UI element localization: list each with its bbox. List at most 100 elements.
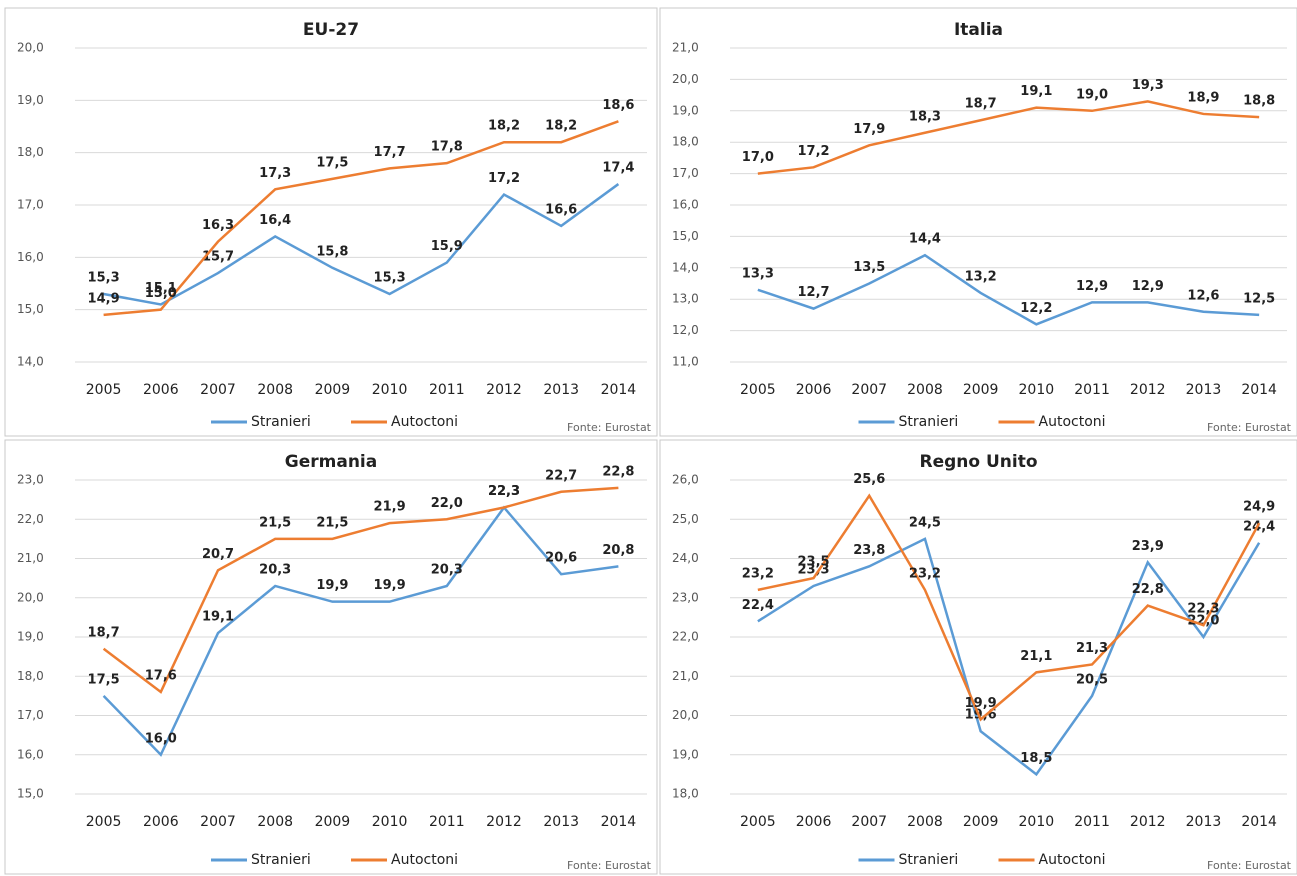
chart-title: EU-27 xyxy=(303,20,359,40)
y-tick-label: 12,0 xyxy=(672,323,699,337)
data-label: 22,0 xyxy=(431,496,463,511)
y-tick-label: 20,0 xyxy=(672,708,699,722)
data-label: 23,8 xyxy=(853,543,885,558)
y-tick-label: 18,0 xyxy=(672,787,699,801)
data-label: 25,6 xyxy=(853,472,885,487)
data-label: 17,0 xyxy=(742,150,774,165)
panel: EU-27 14,0 15,0 16,0 17,0 18,0 19,0 20,0 2005 200… xyxy=(4,7,658,437)
series-line xyxy=(102,505,619,757)
y-tick-label: 24,0 xyxy=(672,551,699,565)
x-tick-label: 2010 xyxy=(372,382,408,398)
panel-frame xyxy=(4,7,658,437)
x-tick-label: 2008 xyxy=(257,814,293,830)
data-label: 17,3 xyxy=(259,166,291,181)
legend-label: Stranieri xyxy=(899,414,959,430)
series-line xyxy=(102,486,619,694)
x-tick-label: 2013 xyxy=(1186,814,1222,830)
source-note: Fonte: Eurostat xyxy=(567,421,652,434)
panel: Germania 15,0 16,0 17,0 18,0 19,0 20,0 21,0 22,0… xyxy=(4,439,658,875)
x-tick-label: 2006 xyxy=(143,814,179,830)
data-label: 13,2 xyxy=(965,269,997,284)
x-tick-label: 2010 xyxy=(1019,814,1055,830)
y-tick-label: 16,0 xyxy=(17,250,44,264)
y-tick-label: 17,0 xyxy=(17,708,44,722)
x-tick-label: 2014 xyxy=(601,814,637,830)
data-label: 16,6 xyxy=(545,202,577,217)
y-tick-label: 20,0 xyxy=(672,72,699,86)
legend-label: Autoctoni xyxy=(1039,852,1106,868)
data-label: 18,6 xyxy=(602,98,634,113)
data-label: 12,5 xyxy=(1243,291,1275,306)
chart-title: Italia xyxy=(954,20,1003,40)
data-label: 13,5 xyxy=(853,260,885,275)
x-tick-label: 2011 xyxy=(1074,382,1110,398)
data-label: 17,2 xyxy=(798,144,830,159)
source-note: Fonte: Eurostat xyxy=(567,859,652,872)
y-tick-label: 20,0 xyxy=(17,41,44,55)
y-tick-label: 22,0 xyxy=(672,630,699,644)
y-tick-label: 23,0 xyxy=(17,473,44,487)
data-label: 12,9 xyxy=(1132,279,1164,294)
x-tick-label: 2013 xyxy=(543,814,579,830)
data-label: 17,5 xyxy=(316,155,348,170)
x-tick-label: 2011 xyxy=(1074,814,1110,830)
x-tick-label: 2012 xyxy=(1130,382,1166,398)
x-tick-label: 2007 xyxy=(200,814,236,830)
data-label: 23,5 xyxy=(798,555,830,570)
data-label: 17,6 xyxy=(145,668,177,683)
data-label: 23,2 xyxy=(909,566,941,581)
y-tick-label: 26,0 xyxy=(672,473,699,487)
y-tick-label: 14,0 xyxy=(17,355,44,369)
data-label: 20,8 xyxy=(602,543,634,558)
series-line xyxy=(757,537,1261,777)
data-label: 23,2 xyxy=(742,566,774,581)
data-label: 23,9 xyxy=(1132,539,1164,554)
data-label: 16,0 xyxy=(145,731,177,746)
legend-label: Autoctoni xyxy=(391,852,458,868)
y-tick-label: 20,0 xyxy=(17,590,44,604)
data-label: 17,7 xyxy=(374,145,406,160)
data-label: 20,6 xyxy=(545,551,577,566)
panel-frame xyxy=(659,7,1297,437)
data-label: 15,3 xyxy=(88,270,120,285)
data-label: 12,7 xyxy=(798,285,830,300)
data-label: 22,8 xyxy=(1132,582,1164,597)
x-tick-label: 2013 xyxy=(543,382,579,398)
data-label: 15,9 xyxy=(431,239,463,254)
data-label: 20,5 xyxy=(1076,672,1108,687)
legend-label: Autoctoni xyxy=(391,414,458,430)
source-note: Fonte: Eurostat xyxy=(1207,421,1292,434)
chart-title: Germania xyxy=(285,452,377,472)
y-tick-label: 25,0 xyxy=(672,512,699,526)
x-tick-label: 2011 xyxy=(429,382,465,398)
data-label: 17,8 xyxy=(431,140,463,155)
x-tick-label: 2006 xyxy=(796,382,832,398)
y-tick-label: 19,0 xyxy=(17,93,44,107)
legend-label: Stranieri xyxy=(251,852,311,868)
panel: Regno Unito 18,0 19,0 20,0 21,0 22,0 23,0 24,0 2… xyxy=(659,439,1297,875)
x-tick-label: 2009 xyxy=(963,814,999,830)
data-label: 21,5 xyxy=(316,515,348,530)
data-label: 18,7 xyxy=(88,625,120,640)
data-label: 22,4 xyxy=(742,598,774,613)
data-label: 22,0 xyxy=(1187,614,1219,629)
x-tick-label: 2010 xyxy=(1019,382,1055,398)
data-label: 15,8 xyxy=(316,244,348,259)
data-label: 19,9 xyxy=(374,578,406,593)
data-label: 18,2 xyxy=(545,119,577,134)
y-tick-label: 17,0 xyxy=(672,166,699,180)
data-label: 15,0 xyxy=(145,286,177,301)
x-tick-label: 2008 xyxy=(907,382,943,398)
y-tick-label: 19,0 xyxy=(17,630,44,644)
y-tick-label: 15,0 xyxy=(17,787,44,801)
data-label: 18,2 xyxy=(488,119,520,134)
y-tick-label: 15,0 xyxy=(672,229,699,243)
data-label: 14,4 xyxy=(909,232,941,247)
data-label: 19,9 xyxy=(316,578,348,593)
x-tick-label: 2014 xyxy=(1241,382,1277,398)
data-label: 18,9 xyxy=(1187,90,1219,105)
data-label: 14,9 xyxy=(88,291,120,306)
y-tick-label: 21,0 xyxy=(672,669,699,683)
data-label: 13,3 xyxy=(742,266,774,281)
